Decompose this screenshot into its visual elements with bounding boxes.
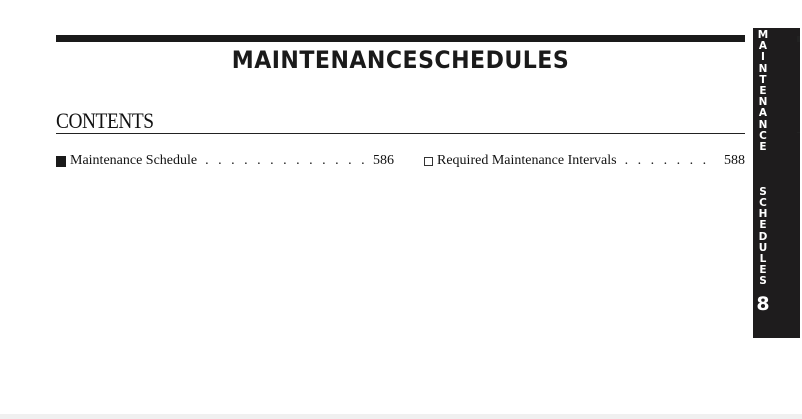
open-square-icon: [424, 156, 433, 166]
toc-leader-dots: . . . . . . . . . . . . . . . . . . . . …: [624, 153, 716, 168]
toc-page-number: 586: [373, 153, 394, 168]
toc-page-number: 588: [724, 153, 745, 168]
toc-entry-required-maintenance-intervals[interactable]: Required Maintenance Intervals . . . . .…: [424, 153, 745, 169]
page-title: MAINTENANCESCHEDULES: [231, 46, 570, 74]
title-bar-rule: [56, 35, 745, 42]
tab-edge-mark: [797, 132, 800, 133]
toc-entry-maintenance-schedule[interactable]: Maintenance Schedule . . . . . . . . . .…: [56, 153, 394, 169]
chapter-number: 8: [756, 293, 770, 315]
toc-entry-label: Required Maintenance Intervals: [437, 153, 617, 168]
toc-entry-label: Maintenance Schedule: [70, 153, 198, 168]
filled-square-icon: [56, 155, 66, 167]
page-bottom-edge: [0, 414, 802, 419]
contents-heading: CONTENTS: [56, 108, 154, 133]
toc-leader-dots: . . . . . . . . . . . . . . . . . . . . …: [205, 153, 365, 168]
tab-edge-mark: [797, 36, 800, 42]
contents-rule: [56, 133, 745, 134]
